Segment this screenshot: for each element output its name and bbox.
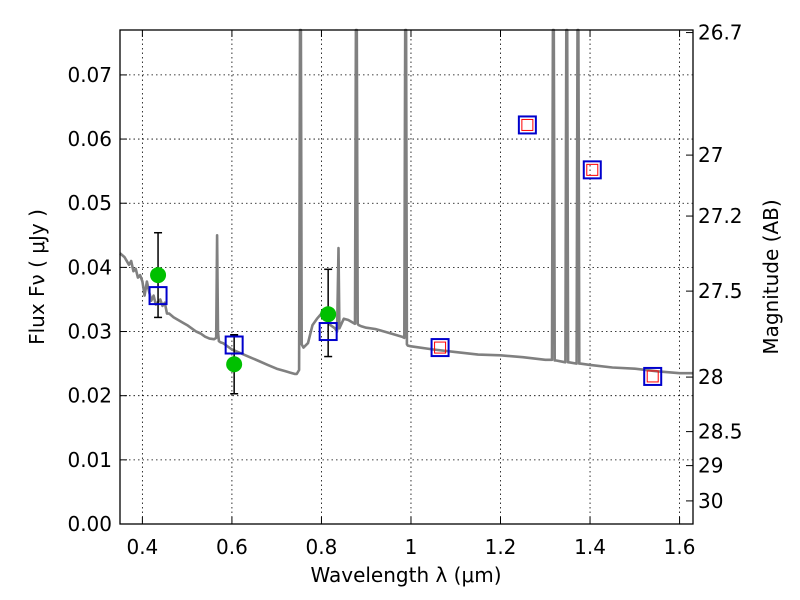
model-sed-series <box>119 28 693 376</box>
upper-limit-square <box>586 163 599 176</box>
right-tick-label: 26.7 <box>698 21 743 45</box>
right-tick-label: 27 <box>698 143 723 167</box>
y-tick-label: 0.00 <box>67 512 112 536</box>
x-tick-label: 0.6 <box>216 535 248 559</box>
y-axis-label: Flux Fν ( μJy ) <box>25 209 49 345</box>
model-photometry-squares <box>148 115 663 386</box>
observed-errorbars <box>154 231 333 395</box>
observed-points <box>150 267 337 373</box>
model-photometry-square <box>582 160 602 180</box>
x-tick-label: 0.4 <box>126 535 158 559</box>
observed-point <box>150 267 167 284</box>
right-tick-label: 27.5 <box>698 279 743 303</box>
x-tick-label: 1.2 <box>485 535 517 559</box>
right-tick-label: 27.2 <box>698 204 743 228</box>
model-photometry-square <box>148 286 168 306</box>
observed-point <box>226 356 243 373</box>
y-tick-label: 0.05 <box>67 191 112 215</box>
y-tick-label: 0.04 <box>67 255 112 279</box>
axis-ticks: 0.4 0.6 0.8 1 1.2 1.4 1.6 0.00 0.01 0.02 0.03 0.04 0… <box>67 21 742 559</box>
y-tick-label: 0.01 <box>67 448 112 472</box>
right-tick-label: 29 <box>698 454 723 478</box>
upper-limit-square <box>646 370 659 383</box>
right-axis-label: Magnitude (AB) <box>759 199 783 354</box>
model-photometry-square <box>517 115 537 135</box>
x-axis-label: Wavelength λ (μm) <box>310 563 501 587</box>
model-photometry-square <box>224 335 244 355</box>
y-tick-label: 0.06 <box>67 127 112 151</box>
upper-limit-square <box>434 341 447 354</box>
x-tick-label: 1.4 <box>574 535 606 559</box>
y-tick-label: 0.03 <box>67 320 112 344</box>
x-tick-label: 1 <box>405 535 418 559</box>
y-tick-label: 0.02 <box>67 384 112 408</box>
x-tick-label: 1.6 <box>664 535 696 559</box>
model-photometry-square <box>430 338 450 358</box>
model-sed-line <box>119 28 693 376</box>
right-tick-label: 28 <box>698 365 723 389</box>
plot-frame <box>119 29 694 525</box>
model-photometry-square <box>318 322 338 342</box>
upper-limit-square <box>521 118 534 131</box>
right-tick-label: 30 <box>698 489 723 513</box>
right-tick-label: 28.5 <box>698 420 743 444</box>
upper-limit-squares <box>434 118 659 383</box>
observed-point <box>320 306 337 323</box>
y-tick-label: 0.07 <box>67 63 112 87</box>
model-photometry-square <box>643 366 663 386</box>
x-tick-label: 0.8 <box>306 535 338 559</box>
